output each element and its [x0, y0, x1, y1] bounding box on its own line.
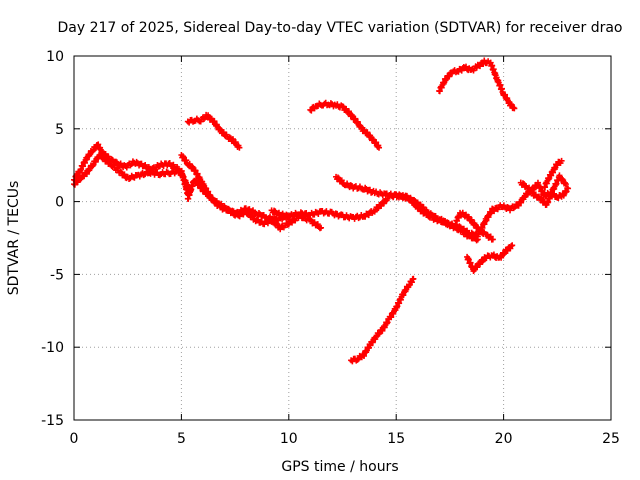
series-seg-10-to-14 [268, 195, 391, 222]
grid-layer [74, 56, 611, 420]
data-point [180, 153, 187, 160]
data-point [410, 199, 417, 206]
data-point [511, 105, 518, 112]
data-point [559, 176, 566, 183]
data-point [558, 157, 565, 164]
series-seg-18-dip [453, 209, 496, 243]
data-point [204, 190, 211, 197]
data-point [308, 107, 315, 114]
data-point [379, 327, 386, 334]
data-point [226, 134, 233, 141]
data-point [369, 339, 376, 346]
data-point [542, 193, 549, 200]
data-layer [71, 57, 572, 365]
data-point [83, 170, 90, 177]
data-point [218, 200, 225, 207]
data-point [500, 251, 507, 258]
series-seg-12-to-18 [333, 173, 481, 244]
x-tick-label: 0 [70, 431, 79, 447]
data-point [89, 148, 96, 155]
plot-frame [73, 55, 612, 421]
data-point [460, 225, 467, 232]
data-point [354, 356, 361, 363]
data-point [83, 156, 90, 163]
series-seg-17-upper [436, 57, 518, 112]
tick-layer: 0 5 10 15 20 25 -15 -10 -5 0 5 10 [41, 49, 620, 447]
data-point [92, 158, 99, 165]
data-point [183, 157, 190, 164]
data-point [107, 159, 114, 166]
data-point [348, 111, 355, 118]
data-point [561, 179, 568, 186]
y-tick-label: -15 [41, 413, 64, 429]
data-point [518, 199, 525, 206]
data-point [77, 176, 84, 183]
series-seg-18-low [464, 242, 516, 275]
data-point [352, 115, 359, 122]
data-point [364, 129, 371, 136]
chart-title: Day 217 of 2025, Sidereal Day-to-day VTE… [57, 20, 622, 36]
data-point [121, 171, 128, 178]
x-tick-label: 10 [280, 431, 298, 447]
y-tick-label: -10 [41, 340, 64, 356]
data-point [410, 275, 417, 282]
data-point [509, 242, 516, 249]
data-point [376, 144, 383, 151]
y-tick-label: 10 [46, 49, 64, 65]
series-seg-13-low [348, 275, 417, 365]
data-point [532, 191, 539, 198]
data-point [519, 180, 526, 187]
series-seg-6-upper [184, 111, 243, 151]
data-point [468, 216, 475, 223]
x-tick-label: 5 [177, 431, 186, 447]
x-tick-label: 20 [495, 431, 513, 447]
series-seg-main-low [71, 151, 191, 198]
data-point [338, 177, 345, 184]
data-point [211, 118, 218, 125]
data-point [318, 224, 325, 231]
series-seg-22-rise [541, 157, 565, 191]
data-point [562, 181, 569, 188]
data-point [510, 104, 517, 111]
data-point [554, 161, 561, 168]
x-tick-label: 15 [387, 431, 405, 447]
data-point [311, 219, 318, 226]
data-point [108, 156, 115, 163]
data-point [229, 136, 236, 143]
data-point [354, 118, 361, 125]
data-point [476, 63, 483, 70]
data-point [236, 144, 243, 151]
series-seg-11-upper [307, 99, 383, 151]
y-axis-title: SDTVAR / TECUs [6, 181, 22, 296]
data-point [289, 219, 296, 226]
data-point [89, 163, 96, 170]
y-tick-label: -5 [50, 267, 64, 283]
data-point [255, 216, 262, 223]
data-point [478, 226, 485, 233]
x-axis-title: GPS time / hours [281, 459, 398, 475]
data-point [229, 208, 236, 215]
x-tick-label: 25 [602, 431, 620, 447]
data-point [334, 174, 341, 181]
data-point [166, 160, 173, 167]
data-point [117, 168, 124, 175]
y-tick-label: 5 [55, 122, 64, 138]
y-tick-label: 0 [55, 195, 64, 211]
data-point [489, 236, 496, 243]
data-point [565, 185, 572, 192]
series-seg-21-upper [517, 172, 569, 208]
